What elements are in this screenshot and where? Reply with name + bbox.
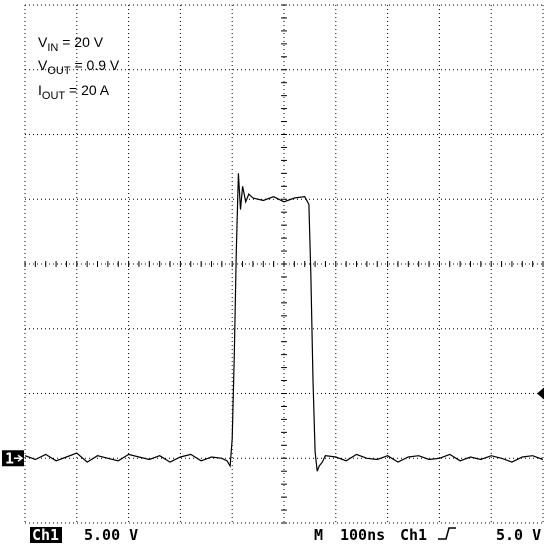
ground-marker-box [2, 450, 24, 467]
annotation: VOUT = 0.9 V [38, 57, 120, 77]
annotation: VIN = 20 V [38, 34, 104, 54]
scale-label: 5.00 V [84, 526, 138, 544]
trigger-slope-icon [438, 527, 456, 540]
timebase-prefix: M [314, 526, 323, 544]
trigger-level-marker [537, 387, 544, 400]
channel-badge [30, 527, 62, 543]
trigger-source: Ch1 [400, 526, 427, 544]
timebase: 100ns [340, 526, 385, 544]
waveform [24, 173, 544, 472]
graticule [24, 4, 544, 524]
annotation: IOUT = 20 A [38, 82, 110, 102]
ground-marker-arrow [14, 454, 24, 462]
trigger-level-label: 5.0 V [496, 526, 541, 544]
ground-marker-label: 1 [5, 449, 14, 467]
channel-label: Ch1 [32, 526, 59, 544]
